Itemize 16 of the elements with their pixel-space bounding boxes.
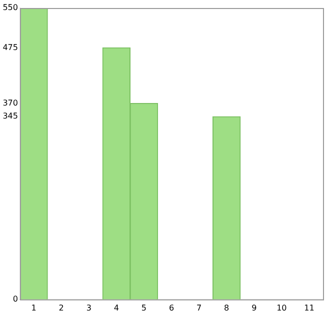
x-tick-label: 11 bbox=[304, 303, 314, 312]
x-tick-label: 2 bbox=[58, 303, 64, 312]
x-tick-label: 3 bbox=[86, 303, 92, 312]
x-tick-label: 5 bbox=[141, 303, 146, 312]
x-tick-label: 9 bbox=[252, 303, 257, 312]
x-tick-label: 7 bbox=[196, 303, 202, 312]
y-tick-label: 370 bbox=[2, 98, 18, 108]
x-tick-label: 6 bbox=[168, 303, 174, 312]
y-tick-label: 475 bbox=[2, 42, 18, 52]
y-tick-label: 345 bbox=[2, 112, 18, 121]
y-tick-label: 550 bbox=[2, 3, 18, 12]
x-tick-label: 1 bbox=[31, 303, 36, 312]
x-tick-label: 10 bbox=[276, 303, 287, 312]
x-tick-label: 4 bbox=[114, 303, 119, 312]
x-tick-label: 8 bbox=[224, 303, 230, 312]
y-tick-label: 0 bbox=[12, 294, 18, 304]
